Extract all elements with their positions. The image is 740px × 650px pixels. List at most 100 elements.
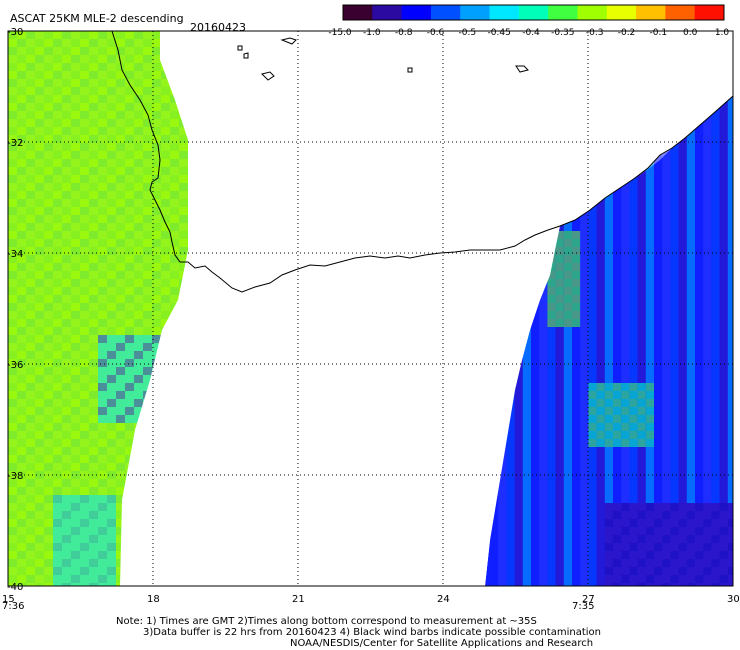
swath-cell-west [134, 143, 143, 151]
swath-cell-west [71, 279, 80, 287]
swath-cell-west [8, 247, 17, 255]
swath-cell-east [686, 215, 695, 223]
swath-cell-west [152, 31, 161, 39]
swath-cell-east [645, 199, 654, 207]
swath-cell-east [719, 239, 728, 247]
swath-cell-east [514, 519, 523, 527]
swath-cell-east [678, 519, 687, 527]
swath-cell-east [629, 255, 638, 263]
swath-cell-east [727, 255, 733, 263]
swath-cell-east [588, 519, 597, 527]
swath-cell-west [8, 479, 17, 487]
swath-cell-west [80, 247, 89, 255]
swath-cell-west [125, 87, 134, 95]
swath-cell-east [580, 551, 589, 559]
swath-cell-east [637, 527, 646, 535]
swath-cell-west [17, 399, 26, 407]
swath-cell-west [116, 263, 125, 271]
swath-cell-east [621, 383, 630, 391]
swath-cell-east [588, 295, 597, 303]
swath-cell-west [44, 151, 53, 159]
swath-cell-east [580, 319, 589, 327]
swath-cell-east [719, 455, 728, 463]
swath-cell-east [695, 167, 704, 175]
swath-cell-west [80, 503, 89, 511]
swath-cell-east [547, 455, 556, 463]
swath-cell-east [678, 343, 687, 351]
swath-cell-west [62, 303, 71, 311]
swath-cell-west [89, 103, 98, 111]
swath-cell-west [152, 151, 161, 159]
swath-cell-west [107, 495, 116, 503]
swath-cell-east [514, 479, 523, 487]
swath-cell-west [26, 143, 35, 151]
swath-cell-east [580, 287, 589, 295]
swath-cell-east [686, 535, 695, 543]
swath-cell-west [116, 335, 125, 343]
swath-cell-east [662, 359, 671, 367]
swath-cell-west [44, 503, 53, 511]
swath-cell-west [53, 183, 62, 191]
swath-cell-west [98, 343, 107, 351]
swath-cell-west [26, 199, 35, 207]
swath-cell-west [116, 463, 125, 471]
swath-cell-east [678, 327, 687, 335]
swath-cell-west [125, 167, 134, 175]
swath-cell-west [98, 31, 107, 39]
swath-cell-west [71, 487, 80, 495]
swath-cell-west [107, 175, 116, 183]
swath-cell-east [531, 375, 540, 383]
swath-cell-west [98, 375, 107, 383]
swath-cell-west [89, 511, 98, 519]
swath-cell-west [62, 471, 71, 479]
swath-cell-east [654, 479, 663, 487]
swath-cell-east [522, 391, 531, 399]
swath-cell-west [143, 95, 152, 103]
swath-cell-east [703, 567, 712, 575]
swath-cell-east [686, 151, 695, 159]
swath-cell-east [563, 519, 572, 527]
swath-cell-east [555, 255, 564, 263]
swath-cell-west [152, 215, 161, 223]
swath-cell-west [53, 503, 62, 511]
swath-cell-east [711, 455, 720, 463]
swath-cell-west [35, 471, 44, 479]
swath-cell-west [152, 63, 161, 71]
swath-cell-east [604, 295, 613, 303]
swath-cell-east [596, 391, 605, 399]
swath-cell-west [107, 63, 116, 71]
swath-cell-west [53, 487, 62, 495]
swath-cell-east [670, 159, 679, 167]
swath-cell-east [678, 199, 687, 207]
swath-cell-east [711, 135, 720, 143]
swath-cell-east [678, 271, 687, 279]
swath-cell-east [719, 319, 728, 327]
swath-cell-east [547, 279, 556, 287]
coastline-south-africa [111, 30, 734, 293]
swath-cell-east [703, 263, 712, 271]
swath-cell-west [71, 471, 80, 479]
swath-cell-east [654, 343, 663, 351]
time-label-east: 7:35 [572, 601, 594, 612]
swath-cell-west [89, 471, 98, 479]
swath-cell-west [80, 487, 89, 495]
swath-cell-west [62, 127, 71, 135]
swath-cell-west [17, 391, 26, 399]
swath-cell-east [645, 311, 654, 319]
swath-cell-east [555, 551, 564, 559]
swath-cell-west [71, 303, 80, 311]
swath-cell-east [645, 567, 654, 575]
swath-cell-east [629, 471, 638, 479]
swath-cell-west [62, 503, 71, 511]
swath-cell-east [555, 359, 564, 367]
swath-cell-west [17, 487, 26, 495]
swath-cell-west [152, 103, 161, 111]
swath-cell-east [719, 375, 728, 383]
swath-cell-west [98, 271, 107, 279]
swath-cell-east [555, 391, 564, 399]
swath-cell-west [89, 231, 98, 239]
swath-cell-east [621, 519, 630, 527]
swath-cell-east [686, 503, 695, 511]
swath-cell-west [107, 271, 116, 279]
swath-cell-east [629, 359, 638, 367]
